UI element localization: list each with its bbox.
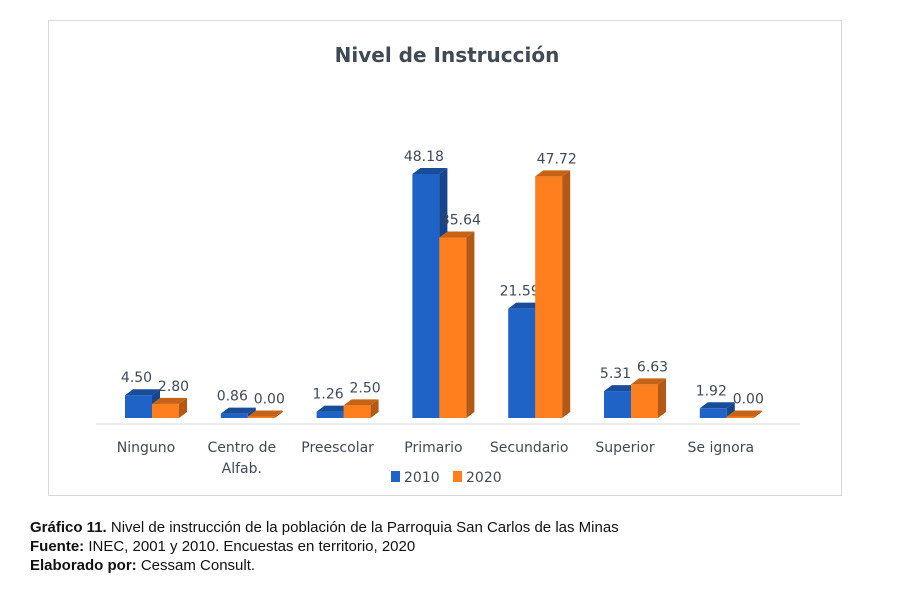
- category-label: Superior: [595, 440, 654, 456]
- category-label: Alfab.: [222, 461, 262, 477]
- bar-top-2010-6: [699, 402, 735, 409]
- legend-label-2020: 2020: [466, 470, 502, 486]
- bar-top-2010-5: [604, 385, 639, 392]
- category-label: Centro de: [207, 440, 276, 456]
- bar-2010-3: [412, 174, 440, 418]
- data-label: 0.00: [254, 392, 285, 408]
- bar-2010-6: [699, 408, 727, 418]
- bar-top-2010-2: [316, 405, 352, 412]
- category-label: Preescolar: [301, 440, 374, 456]
- bar-2010-5: [604, 391, 631, 418]
- data-label: 2.50: [350, 380, 381, 396]
- data-label: 4.50: [121, 370, 152, 386]
- category-label: Secundario: [490, 440, 569, 456]
- data-label: 21.59: [500, 284, 540, 300]
- data-label: 0.00: [733, 392, 764, 408]
- data-label: 1.92: [696, 383, 727, 399]
- data-label: 6.63: [637, 359, 668, 375]
- bar-top-2020-2: [343, 399, 379, 406]
- caption-source: Fuente: INEC, 2001 y 2010. Encuestas en …: [30, 537, 415, 556]
- category-label: Se ignora: [688, 440, 755, 456]
- bar-side-2020-5: [658, 378, 666, 418]
- bar-2010-4: [508, 308, 536, 418]
- data-label: 2.80: [158, 379, 189, 395]
- bar-2010-0: [125, 395, 152, 418]
- bar-top-2020-0: [152, 397, 187, 404]
- bar-side-2020-4: [562, 170, 571, 418]
- bar-top-2020-3: [439, 231, 475, 238]
- bar-2010-2: [316, 411, 344, 418]
- bar-top-2010-4: [508, 302, 544, 309]
- bar-2010-1: [220, 413, 248, 418]
- caption-author: Elaborado por: Cessam Consult.: [30, 556, 255, 575]
- bar-side-2020-1: [274, 410, 283, 418]
- data-label: 5.31: [600, 366, 631, 382]
- bar-side-2010-6: [726, 402, 735, 418]
- bar-side-2020-2: [370, 399, 379, 418]
- bar-side-2020-0: [179, 397, 187, 418]
- chart-title: Nivel de Instrucción: [335, 43, 560, 67]
- category-label: Primario: [404, 440, 462, 456]
- bar-2020-5: [631, 384, 658, 418]
- bar-top-2020-1: [247, 410, 283, 417]
- bar-2020-2: [343, 405, 371, 418]
- chart-frame: [48, 20, 842, 496]
- author-label: Elaborado por:: [30, 557, 137, 574]
- legend-label-2010: 2010: [404, 470, 440, 486]
- bar-side-2020-6: [753, 410, 762, 418]
- bar-top-2020-5: [631, 378, 666, 385]
- legend-swatch-2010: [391, 471, 400, 482]
- data-label: 35.64: [441, 213, 481, 229]
- bar-2020-0: [152, 403, 179, 418]
- caption-text: Nivel de instrucción de la población de …: [106, 519, 619, 536]
- source-text: INEC, 2001 y 2010. Encuestas en territor…: [84, 538, 416, 555]
- bar-2020-4: [535, 176, 563, 418]
- bar-top-2020-4: [535, 170, 571, 177]
- data-label: 48.18: [404, 149, 444, 165]
- bar-top-2010-3: [412, 168, 448, 174]
- data-label: 47.72: [537, 151, 577, 167]
- legend-swatch-2020: [453, 471, 462, 482]
- bar-side-2020-3: [466, 231, 475, 418]
- data-label: 0.86: [217, 389, 248, 405]
- bar-top-2020-6: [726, 410, 762, 417]
- bar-top-2010-1: [220, 407, 256, 414]
- bar-2020-3: [439, 237, 467, 418]
- bar-top-2010-0: [125, 389, 160, 396]
- category-label: Ninguno: [117, 440, 175, 456]
- bar-2020-6: [726, 416, 754, 418]
- author-text: Cessam Consult.: [136, 557, 256, 574]
- caption-title: Gráfico 11. Nivel de instrucción de la p…: [30, 518, 619, 537]
- source-label: Fuente:: [30, 538, 85, 555]
- data-label: 1.26: [313, 387, 344, 403]
- caption-label: Gráfico 11.: [30, 519, 107, 536]
- bar-2020-1: [247, 416, 275, 418]
